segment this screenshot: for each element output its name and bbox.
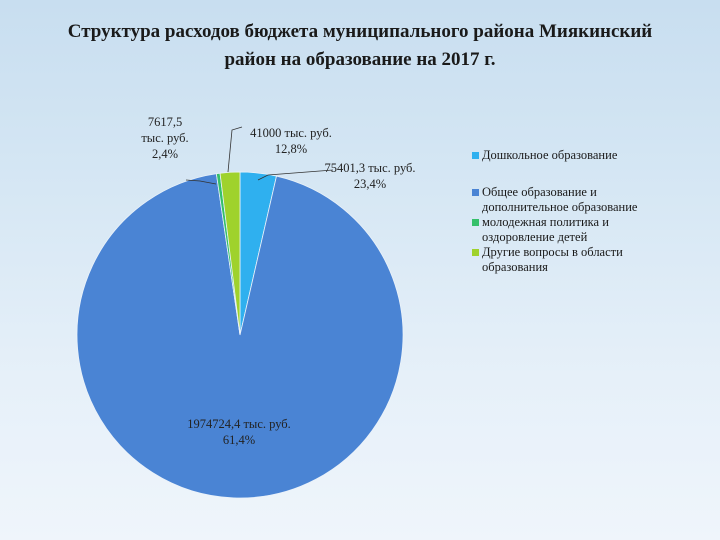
legend-label-other-line-1: Другие вопросы в области [482, 245, 623, 259]
pie-slice-other[interactable] [219, 171, 241, 336]
legend-item-other[interactable]: Другие вопросы в области образования [472, 245, 707, 275]
data-label-youth-line-1: 7617,5 [148, 115, 182, 129]
legend-label-youth-line-1: молодежная политика и [482, 215, 609, 229]
data-label-other: 41000 тыс. руб. 12,8% [250, 126, 332, 156]
data-label-general-line-2: 61,4% [223, 433, 255, 447]
chart-title: Структура расходов бюджета муниципальног… [20, 18, 700, 74]
legend-label-youth-line-2: оздоровление детей [482, 230, 588, 244]
data-label-youth-line-3: 2,4% [152, 147, 178, 161]
legend-item-preschool[interactable]: Дошкольное образование [472, 148, 707, 163]
data-label-preschool-line-2: 23,4% [354, 177, 386, 191]
legend: Дошкольное образование Общее образование… [472, 148, 707, 275]
pie-slices [76, 171, 404, 499]
data-label-preschool-line-1: 75401,3 тыс. руб. [324, 161, 415, 175]
data-label-general-line-1: 1974724,4 тыс. руб. [187, 417, 291, 431]
legend-label-general-line-2: дополнительное образование [482, 200, 638, 214]
leader-line-preschool [257, 169, 334, 181]
data-label-preschool: 75401,3 тыс. руб. 23,4% [324, 161, 415, 191]
legend-label-general-line-1: Общее образование и [482, 185, 597, 199]
legend-swatch-preschool [472, 152, 479, 159]
data-label-youth-line-2: тыс. руб. [141, 131, 188, 145]
legend-item-general[interactable]: Общее образование и дополнительное образ… [472, 185, 707, 215]
leader-line-youth [185, 179, 217, 185]
leader-line-other [227, 126, 243, 173]
legend-swatch-general [472, 189, 479, 196]
data-labels: 75401,3 тыс. руб. 23,4% 1974724,4 тыс. руб… [141, 115, 415, 447]
legend-swatch-other [472, 249, 479, 256]
legend-item-youth[interactable]: молодежная политика и оздоровление детей [472, 215, 707, 245]
legend-label-other-line-2: образования [482, 260, 548, 274]
data-label-general: 1974724,4 тыс. руб. 61,4% [187, 417, 291, 447]
legend-label-preschool: Дошкольное образование [482, 148, 618, 162]
data-label-other-line-2: 12,8% [275, 142, 307, 156]
legend-swatch-youth [472, 219, 479, 226]
chart-title-line-1: Структура расходов бюджета муниципальног… [67, 21, 653, 42]
chart-title-line-2: район на образование на 2017 г. [224, 49, 496, 70]
leader-lines [185, 126, 334, 185]
data-label-youth: 7617,5 тыс. руб. 2,4% [141, 115, 188, 161]
pie-slice-general[interactable] [76, 173, 404, 499]
data-label-other-line-1: 41000 тыс. руб. [250, 126, 332, 140]
